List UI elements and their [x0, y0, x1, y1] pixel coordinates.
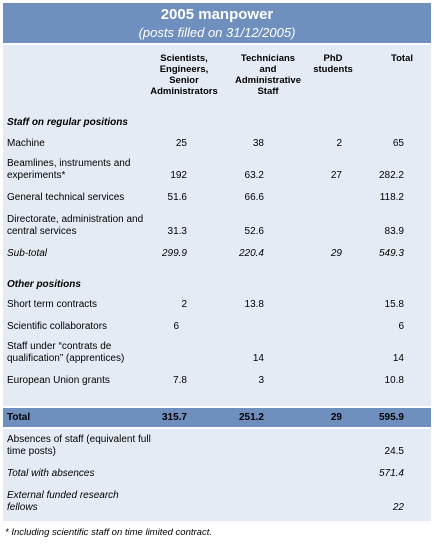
cell-subtotal-total: 549.3	[378, 248, 404, 259]
cell-directorate-technicians: 52.6	[244, 226, 264, 237]
row-label-subtotal: Sub-total	[7, 248, 48, 259]
cell-beamlines-technicians: 63.2	[244, 170, 264, 181]
column-header-phd: PhD students	[313, 53, 353, 75]
row-label-machine: Machine	[7, 138, 45, 149]
total-band	[3, 408, 431, 427]
cell-absences-total: 24.5	[384, 446, 404, 457]
cell-apprentices-total: 14	[392, 353, 404, 364]
main-panel	[3, 45, 431, 406]
column-header-technicians: Technicians and Administrative Staff	[235, 53, 301, 97]
cell-machine-total: 65	[392, 138, 404, 149]
cell-total-scientists: 315.7	[161, 412, 187, 423]
cell-beamlines-phd: 27	[330, 170, 342, 181]
cell-scientific-scientists: 6	[173, 321, 179, 332]
cell-shortterm-technicians: 13.8	[244, 299, 264, 310]
table-title: 2005 manpower	[160, 6, 274, 23]
cell-beamlines-scientists: 192	[170, 170, 187, 181]
column-header-scientists: Scientists, Engineers, Senior Administra…	[150, 53, 218, 97]
cell-total-technicians: 251.2	[238, 412, 264, 423]
row-label-directorate: Directorate, administration and central …	[7, 214, 144, 237]
cell-subtotal-phd: 29	[330, 248, 342, 259]
row-label-beamlines: Beamlines, instruments and experiments*	[7, 158, 131, 181]
cell-eu-scientists: 7.8	[173, 375, 187, 386]
cell-subtotal-technicians: 220.4	[238, 248, 264, 259]
cell-eu-technicians: 3	[258, 375, 264, 386]
cell-directorate-total: 83.9	[384, 226, 404, 237]
row-label-total: Total	[7, 412, 31, 423]
row-label-general-technical: General technical services	[7, 192, 125, 203]
cell-subtotal-scientists: 299.9	[161, 248, 187, 259]
cell-scientific-total: 6	[398, 321, 404, 332]
cell-total-phd: 29	[330, 412, 342, 423]
cell-eu-total: 10.8	[384, 375, 404, 386]
row-label-scientific-collaborators: Scientific collaborators	[7, 321, 108, 332]
cell-machine-scientists: 25	[175, 138, 187, 149]
cell-total-total: 595.9	[378, 412, 404, 423]
row-label-external-funded: External funded research fellows	[7, 490, 119, 513]
section-regular-positions: Staff on regular positions	[7, 117, 128, 128]
cell-directorate-scientists: 31.3	[167, 226, 187, 237]
section-other-positions: Other positions	[7, 279, 81, 290]
cell-withabs-total: 571.4	[378, 468, 404, 479]
cell-apprentices-technicians: 14	[252, 353, 264, 364]
absences-panel	[3, 429, 431, 521]
row-label-eu-grants: European Union grants	[7, 375, 110, 386]
cell-external-total: 22	[392, 502, 404, 513]
cell-machine-technicians: 38	[252, 138, 264, 149]
cell-general-technicians: 66.6	[244, 192, 264, 203]
row-label-total-with-absences: Total with absences	[7, 468, 95, 479]
cell-machine-phd: 2	[336, 138, 342, 149]
row-label-apprentices: Staff under “contrats de qualification” …	[7, 341, 125, 364]
row-label-short-term: Short term contracts	[7, 299, 98, 310]
cell-general-total: 118.2	[379, 192, 404, 203]
table-subtitle: (posts filled on 31/12/2005)	[138, 25, 296, 40]
cell-beamlines-total: 282.2	[378, 170, 404, 181]
row-label-absences: Absences of staff (equivalent full time …	[7, 434, 151, 457]
footnote: * Including scientific staff on time lim…	[5, 527, 212, 538]
cell-general-scientists: 51.6	[167, 192, 187, 203]
title-band: 2005 manpower (posts filled on 31/12/200…	[3, 3, 431, 43]
cell-shortterm-total: 15.8	[384, 299, 404, 310]
cell-shortterm-scientists: 2	[181, 299, 187, 310]
column-header-total: Total	[391, 53, 413, 64]
